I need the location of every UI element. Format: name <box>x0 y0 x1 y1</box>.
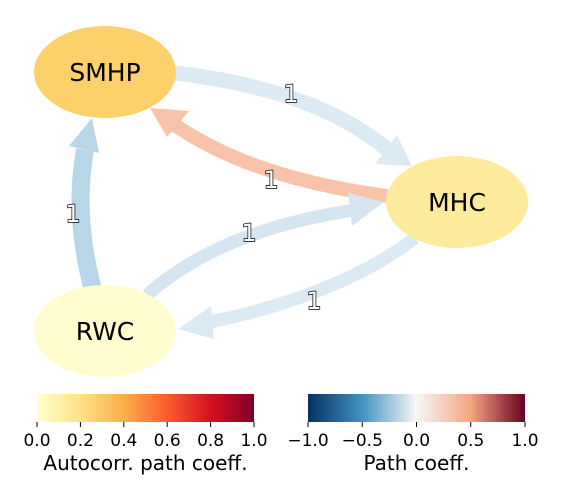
colorbar-autocorr-tick-label: 1.0 <box>240 431 267 451</box>
node-mhc: MHC <box>386 156 528 248</box>
colorbar-path-ticks: −1.0 −0.5 0.0 0.5 1.0 <box>287 422 539 451</box>
colorbar-path-gradient <box>308 394 525 422</box>
edge-smhp-to-mhc-shaft <box>174 65 395 158</box>
edge-mhc-to-smhp-shaft <box>167 117 388 203</box>
edge-mhc-to-rwc: 1 <box>178 232 419 339</box>
node-rwc-shape <box>34 285 176 377</box>
edge-mhc-to-smhp-arrowhead <box>150 108 189 137</box>
colorbar-autocorr-tick-label: 0.8 <box>197 431 224 451</box>
node-rwc: RWC <box>34 285 176 377</box>
node-mhc-shape <box>386 156 528 248</box>
colorbar-autocorr-gradient <box>37 394 254 422</box>
edge-rwc-to-smhp-label: 1 <box>65 200 80 228</box>
edge-rwc-to-smhp: 1 <box>65 118 102 293</box>
colorbar-path-tick-label: −0.5 <box>342 431 383 451</box>
colorbar-autocorr-title: Autocorr. path coeff. <box>43 451 247 475</box>
colorbar-path-tick-label: 1.0 <box>511 431 538 451</box>
edge-mhc-to-smhp: 1 <box>150 108 388 203</box>
edges: 1 1 1 1 1 <box>65 65 419 339</box>
colorbar-autocorr-tick-label: 0.4 <box>110 431 137 451</box>
colorbar-path-tick-label: −1.0 <box>287 431 328 451</box>
edge-rwc-to-mhc-arrowhead <box>348 193 384 226</box>
colorbar-autocorr-tick-label: 0.0 <box>23 431 50 451</box>
node-smhp-label: SMHP <box>69 58 140 87</box>
colorbar-path-tick-label: 0.5 <box>457 431 484 451</box>
colorbar-path-tick-label: 0.0 <box>403 431 430 451</box>
edge-mhc-to-rwc-label: 1 <box>306 287 321 315</box>
edge-mhc-to-smhp-label: 1 <box>263 166 278 194</box>
edge-rwc-to-smhp-shaft <box>71 148 102 293</box>
colorbar-autocorr-tick-label: 0.6 <box>154 431 181 451</box>
edge-smhp-to-mhc-arrowhead <box>375 135 412 166</box>
edge-rwc-to-mhc: 1 <box>142 193 384 300</box>
edge-smhp-to-mhc: 1 <box>174 65 412 166</box>
edge-rwc-to-smhp-arrowhead <box>69 118 99 153</box>
edge-rwc-to-mhc-shaft <box>142 203 356 300</box>
edge-mhc-to-rwc-shaft <box>208 232 419 329</box>
colorbar-autocorr: 0.0 0.2 0.4 0.6 0.8 1.0 Autocorr. path c… <box>23 394 268 475</box>
node-mhc-label: MHC <box>428 188 486 217</box>
colorbar-path-title: Path coeff. <box>364 451 470 475</box>
colorbar-path: −1.0 −0.5 0.0 0.5 1.0 Path coeff. <box>287 394 539 475</box>
colorbar-autocorr-ticks: 0.0 0.2 0.4 0.6 0.8 1.0 <box>23 422 268 451</box>
edge-mhc-to-rwc-arrowhead <box>178 306 214 339</box>
node-smhp-shape <box>34 26 176 118</box>
edge-rwc-to-mhc-label: 1 <box>241 219 256 247</box>
edge-smhp-to-mhc-label: 1 <box>283 80 298 108</box>
nodes: SMHP MHC RWC <box>34 26 528 377</box>
node-rwc-label: RWC <box>76 317 135 346</box>
node-smhp: SMHP <box>34 26 176 118</box>
colorbar-autocorr-tick-label: 0.2 <box>67 431 94 451</box>
